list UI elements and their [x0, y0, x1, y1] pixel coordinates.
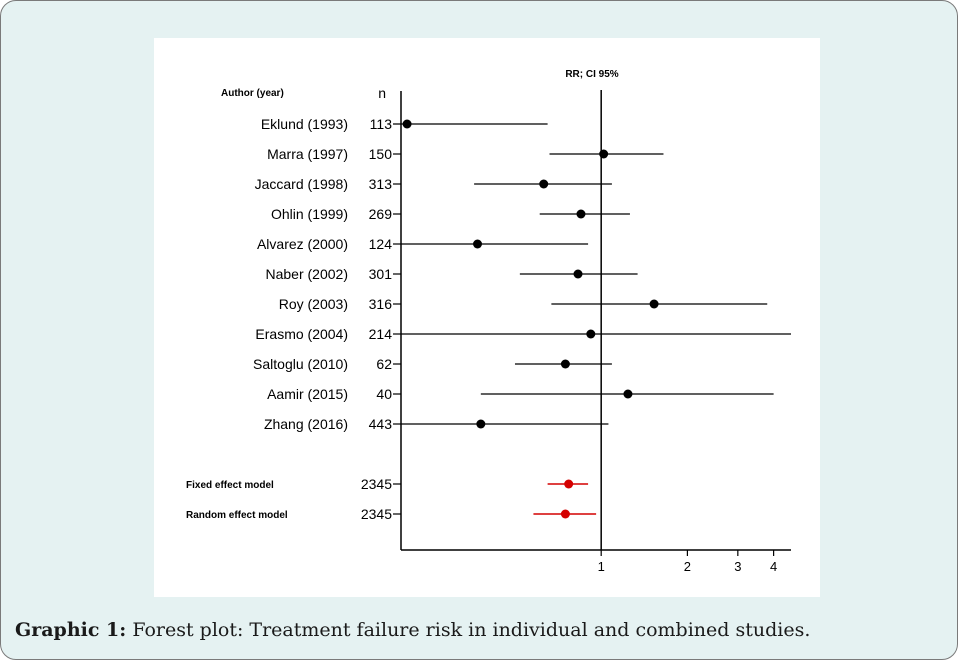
figure-caption: Graphic 1: Forest plot: Treatment failur…: [15, 619, 955, 641]
study-n: 313: [369, 176, 393, 192]
study-point: [560, 359, 570, 369]
pooled-label: Fixed effect model: [186, 480, 274, 491]
study-point: [473, 239, 483, 249]
study-n: 443: [369, 416, 393, 432]
x-tick-label-3: 3: [734, 559, 741, 574]
study-label: Zhang (2016): [264, 416, 348, 432]
chart-title: RR; CI 95%: [565, 69, 618, 80]
study-label: Aamir (2015): [267, 386, 348, 402]
study-n: 214: [369, 326, 393, 342]
pooled-label: Random effect model: [186, 510, 288, 521]
study-point: [539, 179, 549, 189]
study-point: [599, 149, 609, 159]
forest-plot-card: RR; CI 95% Author (year) n 1 2 3 4 Eklund (1993…: [154, 38, 820, 597]
n-column-header: n: [378, 85, 386, 101]
study-label: Ohlin (1999): [271, 206, 348, 222]
study-label: Erasmo (2004): [255, 326, 348, 342]
author-column-header: Author (year): [221, 88, 284, 99]
x-tick-label-4: 4: [770, 559, 777, 574]
study-n: 301: [369, 266, 393, 282]
study-point: [586, 329, 596, 339]
x-tick-label-1: 1: [598, 559, 605, 574]
study-point: [476, 419, 486, 429]
study-point: [573, 269, 583, 279]
study-point: [649, 299, 659, 309]
pooled-point: [564, 479, 574, 489]
pooled-n: 2345: [361, 476, 392, 492]
study-n: 62: [376, 356, 392, 372]
study-label: Jaccard (1998): [255, 176, 348, 192]
study-n: 40: [376, 386, 392, 402]
study-n: 269: [369, 206, 393, 222]
study-label: Eklund (1993): [261, 116, 348, 132]
forest-plot: RR; CI 95% Author (year) n 1 2 3 4 Eklund (1993…: [186, 69, 791, 574]
x-tick-label-2: 2: [684, 559, 691, 574]
study-label: Naber (2002): [266, 266, 349, 282]
study-n: 124: [369, 236, 393, 252]
study-n: 316: [369, 296, 393, 312]
caption-label: Graphic 1:: [15, 619, 127, 641]
pooled-n: 2345: [361, 506, 392, 522]
study-n: 113: [370, 116, 393, 132]
caption-text: Forest plot: Treatment failure risk in i…: [126, 619, 811, 641]
study-point: [576, 209, 586, 219]
pooled-point: [560, 509, 570, 519]
study-label: Marra (1997): [267, 146, 348, 162]
study-n: 150: [369, 146, 393, 162]
study-label: Roy (2003): [279, 296, 348, 312]
study-point: [402, 119, 412, 129]
study-point: [623, 389, 633, 399]
study-label: Alvarez (2000): [257, 236, 348, 252]
study-label: Saltoglu (2010): [253, 356, 348, 372]
